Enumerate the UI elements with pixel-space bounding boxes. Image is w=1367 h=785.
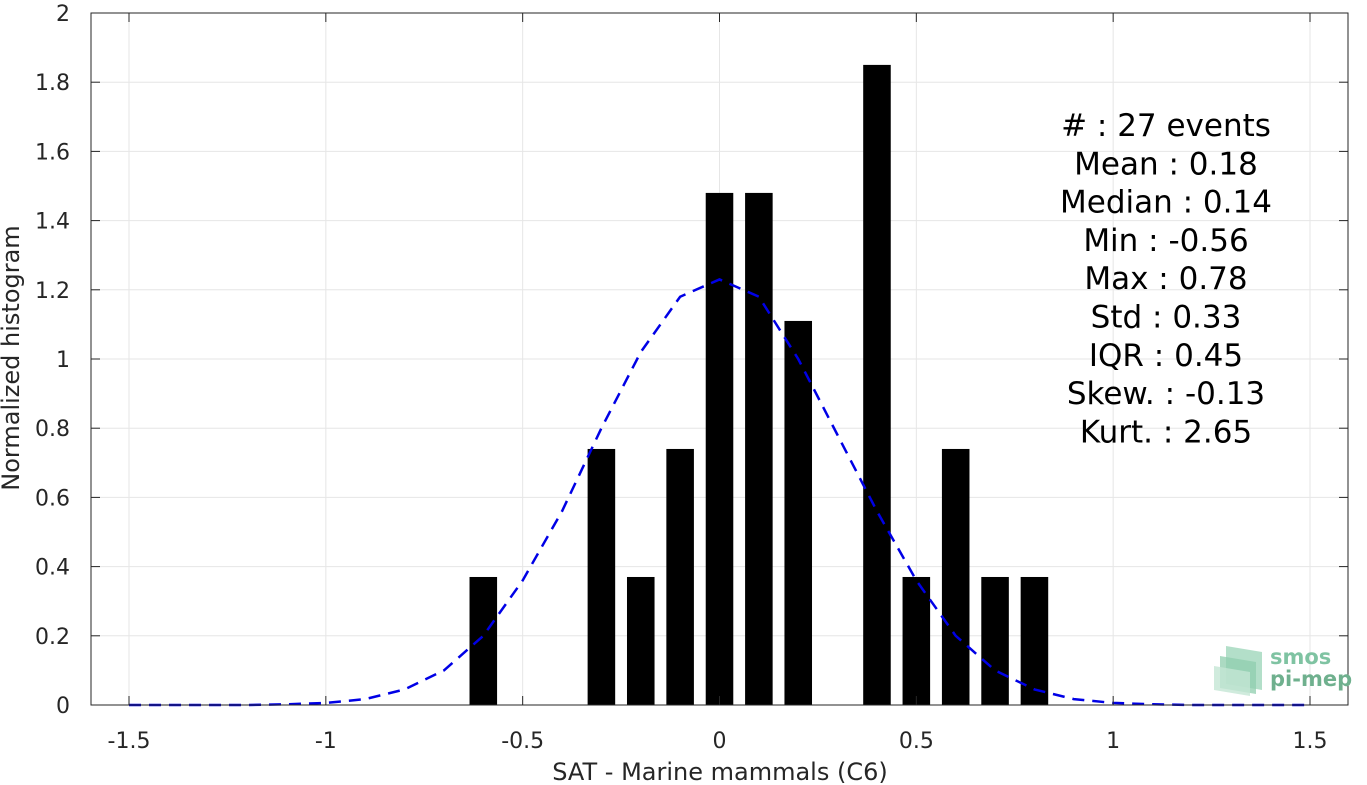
histogram-bar-5 <box>745 192 773 706</box>
histogram-bar-3 <box>666 448 694 705</box>
y-tick-label-3: 0.6 <box>35 486 70 511</box>
stat-line-1: Mean : 0.18 <box>1074 146 1258 182</box>
histogram-bars <box>469 64 1049 706</box>
x-tick-label-1: -1 <box>315 729 337 754</box>
y-tick-labels: 0 0.2 0.4 0.6 0.8 1 1.2 1.4 1.6 1.8 2 <box>35 2 70 719</box>
x-tick-label-3: 0 <box>713 729 727 754</box>
logo-text-bottom: pi-mep <box>1270 667 1352 691</box>
x-tick-label-5: 1 <box>1106 729 1120 754</box>
histogram-bar-6 <box>784 320 813 705</box>
y-tick-label-8: 1.6 <box>35 140 70 165</box>
y-tick-label-10: 2 <box>56 2 70 27</box>
smos-pi-mep-logo: smos pi-mep <box>1214 645 1352 696</box>
stat-line-6: IQR : 0.45 <box>1089 338 1243 374</box>
histogram-bar-10 <box>981 576 1009 705</box>
y-tick-label-7: 1.4 <box>35 210 70 235</box>
y-tick-label-4: 0.8 <box>35 417 70 442</box>
x-axis-label: SAT - Marine mammals (C6) <box>552 758 887 785</box>
stat-line-2: Median : 0.14 <box>1060 185 1272 221</box>
x-tick-labels: -1.5 -1 -0.5 0 0.5 1 1.5 <box>108 729 1328 754</box>
x-tick-label-4: 0.5 <box>899 729 934 754</box>
histogram-bar-4 <box>705 192 734 706</box>
stat-line-4: Max : 0.78 <box>1084 261 1247 297</box>
histogram-bar-9 <box>941 448 970 705</box>
logo-text-top: smos <box>1270 645 1331 669</box>
stat-line-0: # : 27 events <box>1061 108 1271 144</box>
y-tick-label-2: 0.4 <box>35 556 70 581</box>
y-axis-label: Normalized histogram <box>0 225 25 490</box>
stat-line-7: Skew. : -0.13 <box>1067 376 1265 412</box>
stat-line-8: Kurt. : 2.65 <box>1080 414 1252 450</box>
axes-frame <box>90 12 1349 706</box>
y-tick-label-9: 1.8 <box>35 71 70 96</box>
y-tick-label-0: 0 <box>56 694 70 719</box>
logo-emblem-icon <box>1214 646 1262 696</box>
stat-line-3: Min : -0.56 <box>1083 223 1248 259</box>
x-tick-label-0: -1.5 <box>108 729 151 754</box>
y-tick-label-5: 1 <box>56 348 70 373</box>
y-tick-label-6: 1.2 <box>35 279 70 304</box>
histogram-bar-2 <box>626 576 655 705</box>
histogram-bar-7 <box>863 64 891 705</box>
x-tick-label-2: -0.5 <box>501 729 544 754</box>
y-tick-label-1: 0.2 <box>35 625 70 650</box>
histogram-bar-1 <box>587 448 616 705</box>
histogram-bar-8 <box>902 576 931 705</box>
histogram-bar-0 <box>469 576 498 705</box>
x-tick-label-6: 1.5 <box>1293 729 1328 754</box>
stat-line-5: Std : 0.33 <box>1091 300 1242 336</box>
